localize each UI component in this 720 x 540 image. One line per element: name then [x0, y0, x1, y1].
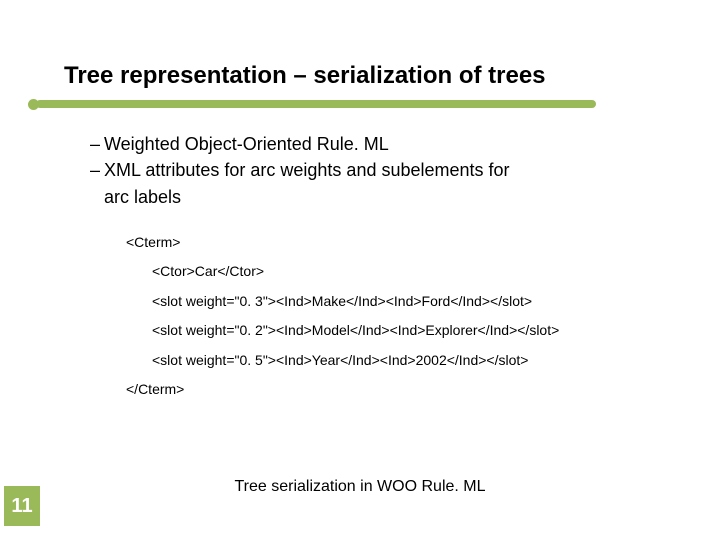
code-line: <Ctor>Car</Ctor>: [126, 257, 559, 286]
code-line: <Cterm>: [126, 228, 559, 257]
bullet-text: Weighted Object-Oriented Rule. ML: [104, 134, 389, 154]
slide-caption: Tree serialization in WOO Rule. ML: [0, 478, 720, 496]
dash-icon: –: [90, 158, 104, 182]
list-item-continuation: arc labels: [104, 185, 670, 209]
page-number: 11: [11, 495, 32, 518]
bullet-text: arc labels: [104, 187, 181, 207]
code-line: <slot weight="0. 2"><Ind>Model</Ind><Ind…: [126, 316, 559, 345]
bullet-list: –Weighted Object-Oriented Rule. ML –XML …: [90, 132, 670, 211]
accent-bar: [36, 100, 596, 108]
dash-icon: –: [90, 132, 104, 156]
code-line: <slot weight="0. 3"><Ind>Make</Ind><Ind>…: [126, 287, 559, 316]
slide-title: Tree representation – serialization of t…: [64, 62, 546, 90]
code-line: <slot weight="0. 5"><Ind>Year</Ind><Ind>…: [126, 346, 559, 375]
list-item: –XML attributes for arc weights and sube…: [90, 158, 670, 182]
bullet-text: XML attributes for arc weights and subel…: [104, 160, 510, 180]
code-block: <Cterm> <Ctor>Car</Ctor> <slot weight="0…: [126, 228, 559, 404]
list-item: –Weighted Object-Oriented Rule. ML: [90, 132, 670, 156]
page-number-box: 11: [4, 486, 40, 526]
code-line: </Cterm>: [126, 375, 559, 404]
